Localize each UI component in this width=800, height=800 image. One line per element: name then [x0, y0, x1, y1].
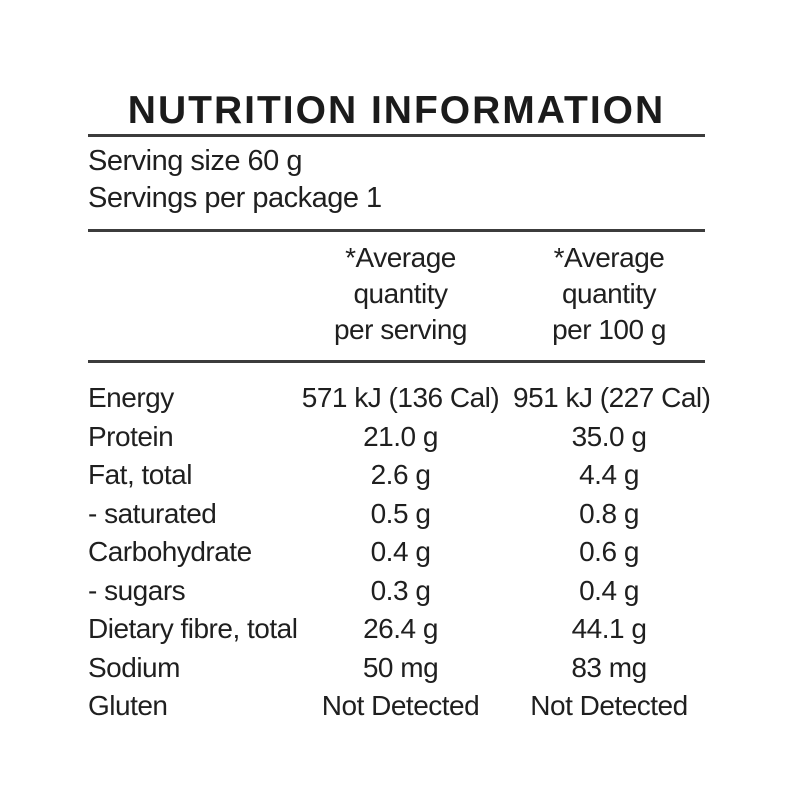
table-row: Dietary fibre, total 26.4 g 44.1 g	[88, 610, 705, 649]
value-per-100g: Not Detected	[530, 690, 688, 721]
value-per-100g: 951 kJ (227 Cal)	[513, 382, 711, 413]
nutrient-name: Carbohydrate	[88, 536, 252, 567]
value-per-serving: 0.3 g	[370, 574, 431, 606]
value-per-100g: 4.4 g	[579, 459, 639, 490]
servings-per-package: Servings per package 1	[88, 182, 382, 214]
column-headers: *Average quantity per serving *Average q…	[88, 232, 705, 360]
table-row: Sodium 50 mg 83 mg	[88, 649, 705, 688]
table-row: - sugars 0.3 g 0.4 g	[88, 572, 705, 611]
divider-header	[88, 360, 705, 363]
value-per-100g: 44.1 g	[571, 613, 647, 644]
value-per-100g: 0.8 g	[579, 497, 639, 529]
col-header-line: *Average	[345, 242, 456, 273]
table-row: Protein 21.0 g 35.0 g	[88, 418, 705, 457]
nutrient-name: Energy	[88, 382, 174, 413]
col-header-line: *Average	[553, 242, 665, 273]
panel-title: NUTRITION INFORMATION	[127, 89, 666, 132]
serving-info: Serving size 60 g Servings per package 1	[88, 137, 705, 229]
value-per-serving: 50 mg	[362, 651, 439, 683]
col-header-per-100g: *Average quantity per 100 g	[513, 240, 705, 348]
serving-size: Serving size 60 g	[88, 145, 302, 177]
table-row: Gluten Not Detected Not Detected	[88, 687, 705, 726]
nutrition-panel: NUTRITION INFORMATION Serving size 60 g …	[88, 88, 711, 726]
value-per-serving: Not Detected	[321, 690, 480, 721]
value-per-100g: 83 mg	[571, 651, 647, 683]
col-header-per-serving: *Average quantity per serving	[288, 240, 513, 348]
nutrient-name: - sugars	[88, 574, 186, 606]
table-row: Energy 571 kJ (136 Cal) 951 kJ (227 Cal)	[88, 379, 711, 418]
value-per-serving: 0.4 g	[370, 536, 431, 567]
value-per-serving: 0.5 g	[370, 497, 431, 529]
nutrient-name: Protein	[88, 420, 174, 452]
nutrient-name: Dietary fibre, total	[88, 613, 298, 644]
table-row: Carbohydrate 0.4 g 0.6 g	[88, 533, 705, 572]
col-header-line: per serving	[333, 314, 468, 345]
nutrition-table: Energy 571 kJ (136 Cal) 951 kJ (227 Cal)…	[88, 379, 711, 726]
header-spacer	[88, 240, 288, 348]
value-per-serving: 2.6 g	[370, 459, 431, 490]
value-per-serving: 21.0 g	[363, 420, 438, 452]
divider-top	[88, 134, 705, 137]
value-per-serving: 571 kJ (136 Cal)	[301, 382, 500, 413]
col-header-line: quantity	[561, 278, 657, 309]
value-per-100g: 0.4 g	[579, 574, 639, 606]
col-header-line: quantity	[353, 278, 448, 309]
value-per-100g: 35.0 g	[571, 420, 647, 452]
nutrient-name: - saturated	[88, 497, 217, 529]
col-header-line: per 100 g	[552, 314, 666, 345]
divider-middle	[88, 229, 705, 232]
value-per-100g: 0.6 g	[579, 536, 639, 567]
table-row: - saturated 0.5 g 0.8 g	[88, 495, 705, 534]
nutrient-name: Fat, total	[88, 459, 192, 490]
value-per-serving: 26.4 g	[363, 613, 438, 644]
nutrient-name: Sodium	[88, 651, 180, 683]
table-row: Fat, total 2.6 g 4.4 g	[88, 456, 705, 495]
nutrient-name: Gluten	[88, 690, 168, 721]
